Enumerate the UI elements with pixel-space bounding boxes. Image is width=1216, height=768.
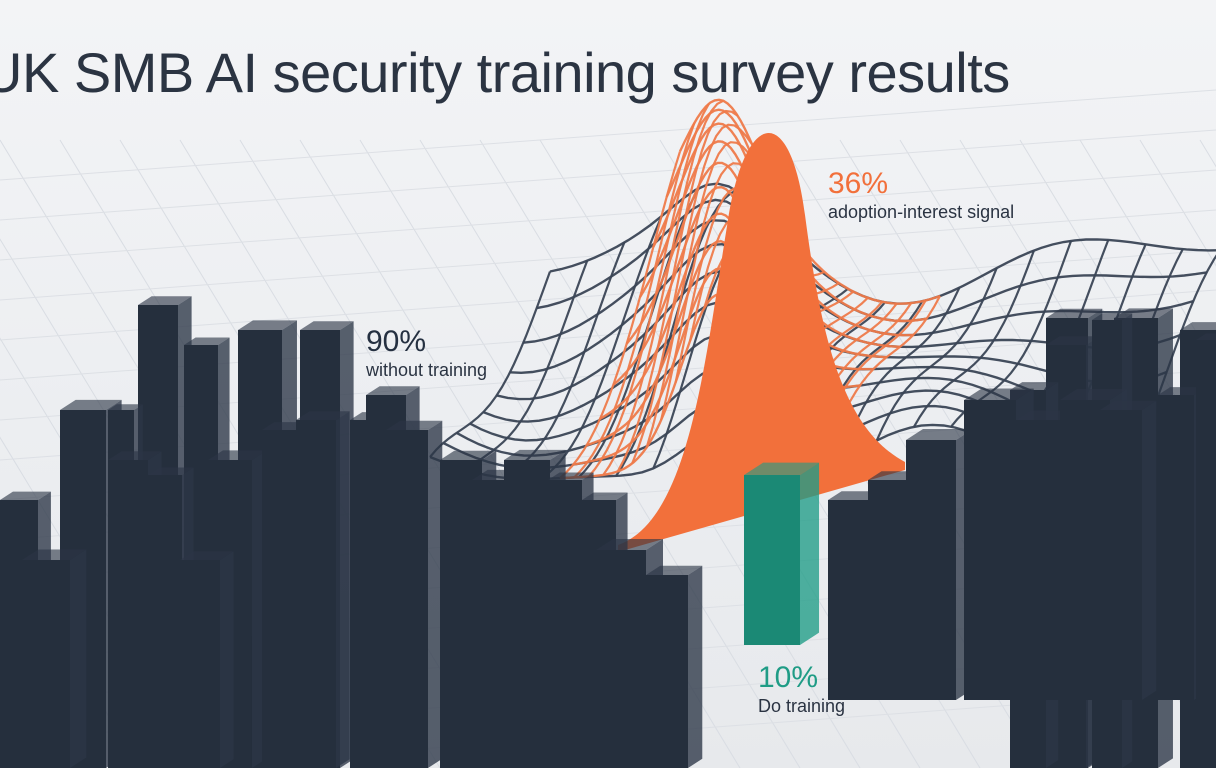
mesh-line-dark <box>429 271 552 458</box>
floor-grid-line <box>419 139 801 768</box>
mesh-line-orange <box>559 151 682 479</box>
bar-without-training <box>296 411 350 768</box>
floor-grid-line <box>1139 139 1216 267</box>
bar-without-training <box>22 549 87 768</box>
floor-grid-line <box>0 169 1216 261</box>
mesh-line-orange <box>616 109 739 472</box>
mesh-line-orange <box>645 141 768 448</box>
callout-do-training: 10% Do training <box>758 662 845 719</box>
do-training-value: 10% <box>758 661 819 694</box>
bar-without-training <box>386 420 443 768</box>
bar-without-training <box>646 565 703 768</box>
mesh-line-dark <box>503 241 626 479</box>
bar-without-training <box>148 467 194 768</box>
floor-grid-line <box>479 139 861 768</box>
bar-without-training <box>1016 410 1075 700</box>
do-training-label: Do training <box>758 695 846 716</box>
floor-grid-line <box>0 129 1216 221</box>
callout-adoption-interest: 36% adoption-interest signal <box>828 168 1014 225</box>
bar-without-training <box>548 472 594 768</box>
chart-title: UK SMB AI security training survey resul… <box>0 41 1010 104</box>
bar-without-training <box>1100 400 1157 700</box>
bar-do-training-shape <box>744 462 820 645</box>
adoption-interest-value: 36% <box>828 167 889 200</box>
bar-without-training <box>906 429 973 700</box>
adoption-interest-label: adoption-interest signal <box>828 201 1015 222</box>
floor-grid-line <box>0 209 1216 301</box>
without-training-value: 90% <box>366 325 427 358</box>
floor-grid-line <box>0 89 1216 181</box>
mesh-line-dark <box>838 287 961 462</box>
bar-without-training <box>1196 333 1216 700</box>
bar-without-training <box>180 551 234 768</box>
mesh-line-orange <box>573 122 696 479</box>
floor-grid-line <box>0 249 1216 341</box>
mesh-line-dark <box>875 267 998 442</box>
mesh-line-orange <box>588 103 710 478</box>
mesh-line-dark <box>912 250 1035 428</box>
callout-without-training: 90% without training <box>366 326 487 383</box>
mesh-line-orange <box>631 123 754 464</box>
without-training-label: without training <box>366 359 488 380</box>
mesh-line-orange <box>602 99 724 476</box>
adoption-interest-peak <box>618 133 905 552</box>
bars-without-training-front <box>0 333 1216 768</box>
bar-do-training <box>744 462 820 645</box>
